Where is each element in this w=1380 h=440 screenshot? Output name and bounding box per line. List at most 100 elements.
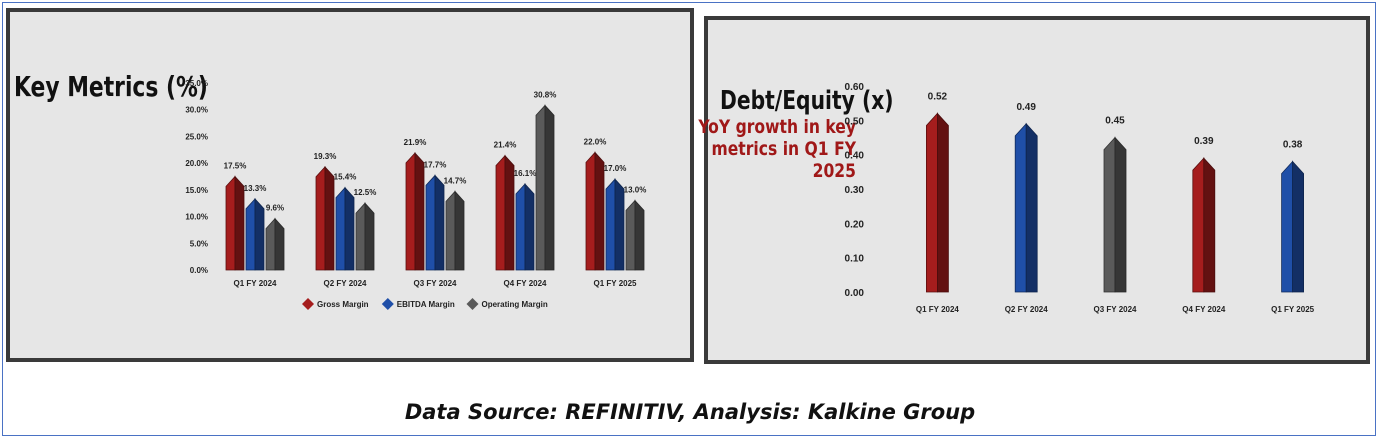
bar-gross-margin-q1-fy-2025: [585, 151, 605, 271]
bar-gross-margin-q1-fy-2024-side-face: [234, 175, 245, 271]
bar-debt-equity-q1-fy-2024-front-face: [926, 112, 938, 293]
bar-gross-margin-q4-fy-2024-side-face: [504, 154, 515, 271]
bar-debt-equity-q1-fy-2024: [926, 112, 949, 293]
bar-debt-equity-q3-fy-2024-side-face: [1114, 136, 1127, 293]
data-label: 0.38: [1283, 140, 1303, 151]
bar-gross-margin-q1-fy-2024: [225, 175, 245, 271]
bar-debt-equity-q1-fy-2025-side-face: [1292, 160, 1305, 293]
data-label: 17.0%: [604, 164, 627, 173]
bar-operating-margin-q2-fy-2024-side-face: [364, 202, 375, 271]
bar-operating-margin-q1-fy-2025: [625, 199, 645, 271]
bar-operating-margin-q3-fy-2024-side-face: [454, 190, 465, 271]
category-label: Q1 FY 2025: [594, 279, 638, 288]
debt-equity-title: Debt/Equity (x): [720, 86, 894, 116]
y-tick-label: 0.00: [845, 288, 865, 299]
bar-debt-equity-q4-fy-2024-side-face: [1203, 157, 1216, 293]
bar-debt-equity-q1-fy-2025-front-face: [1281, 160, 1294, 293]
data-label: 0.49: [1016, 102, 1036, 113]
category-label: Q3 FY 2024: [1094, 305, 1138, 314]
bar-ebitda-margin-q4-fy-2024: [515, 182, 535, 271]
category-label: Q4 FY 2024: [1182, 305, 1226, 314]
category-label: Q3 FY 2024: [414, 279, 458, 288]
bar-gross-margin-q3-fy-2024-side-face: [414, 151, 425, 271]
y-tick-label: 5.0%: [190, 239, 208, 248]
data-label: 16.1%: [514, 169, 537, 178]
data-label: 0.39: [1194, 136, 1214, 147]
bar-debt-equity-q2-fy-2024-front-face: [1014, 122, 1027, 293]
y-tick-label: 0.0%: [190, 266, 208, 275]
debt-equity-chart: 0.00 0.10 0.20 0.30 0.40 0.50 0.60 0.52 Q1 FY 20…: [845, 82, 1315, 314]
data-label: 21.9%: [404, 138, 427, 147]
legend-item-operating-margin: Operating Margin: [466, 298, 548, 310]
bar-debt-equity-q3-fy-2024-front-face: [1103, 136, 1116, 293]
bar-operating-margin-q2-fy-2024-front-face: [355, 202, 366, 271]
bar-debt-equity-q2-fy-2024: [1014, 122, 1038, 293]
bar-ebitda-margin-q1-fy-2024: [245, 197, 265, 271]
y-tick-label: 0.40: [845, 151, 865, 162]
bar-ebitda-margin-q3-fy-2024: [425, 174, 445, 271]
bar-ebitda-margin-q1-fy-2025-front-face: [605, 178, 616, 271]
data-label: 15.4%: [334, 173, 357, 182]
key-metrics-title: Key Metrics (%): [14, 70, 208, 103]
y-tick-label: 0.50: [845, 116, 865, 127]
data-label: 9.6%: [266, 204, 284, 213]
y-tick-label: 0.30: [845, 185, 865, 196]
bar-ebitda-margin-q1-fy-2024-front-face: [245, 197, 256, 271]
legend-marker-ebitda-margin: [381, 298, 394, 310]
bar-ebitda-margin-q4-fy-2024-front-face: [515, 182, 526, 271]
y-tick-label: 15.0%: [185, 186, 208, 195]
legend-marker-operating-margin: [466, 298, 479, 310]
bar-debt-equity-q4-fy-2024-front-face: [1192, 157, 1205, 293]
category-label: Q4 FY 2024: [504, 279, 548, 288]
bar-operating-margin-q1-fy-2024-front-face: [265, 217, 276, 271]
y-tick-label: 25.0%: [185, 132, 208, 141]
bar-ebitda-margin-q4-fy-2024-side-face: [524, 182, 535, 271]
data-label: 14.7%: [444, 176, 467, 185]
bar-ebitda-margin-q3-fy-2024-front-face: [425, 174, 436, 271]
bar-gross-margin-q1-fy-2025-side-face: [594, 151, 605, 271]
bar-operating-margin-q1-fy-2025-front-face: [625, 199, 636, 271]
legend-item-ebitda-margin: EBITDA Margin: [381, 298, 455, 310]
data-label: 30.8%: [534, 90, 557, 99]
bar-gross-margin-q4-fy-2024: [495, 154, 515, 271]
bar-operating-margin-q2-fy-2024: [355, 202, 375, 271]
bar-debt-equity-q1-fy-2024-side-face: [937, 112, 949, 293]
key-metrics-chart: 0.0% 5.0% 10.0% 15.0% 20.0% 25.0% 30.0% 35.0% 17…: [185, 79, 647, 310]
bar-ebitda-margin-q1-fy-2024-side-face: [254, 197, 265, 271]
data-label: 17.7%: [424, 160, 447, 169]
bar-ebitda-margin-q1-fy-2025-side-face: [614, 178, 625, 271]
bar-gross-margin-q2-fy-2024: [315, 165, 335, 271]
bar-gross-margin-q2-fy-2024-side-face: [324, 165, 335, 271]
data-label: 21.4%: [494, 141, 517, 150]
data-label: 17.5%: [224, 162, 247, 171]
bar-operating-margin-q1-fy-2024-side-face: [274, 217, 285, 271]
bar-ebitda-margin-q2-fy-2024: [335, 186, 355, 271]
bar-gross-margin-q3-fy-2024: [405, 151, 425, 271]
data-label: 22.0%: [584, 137, 607, 146]
category-label: Q2 FY 2024: [1005, 305, 1049, 314]
legend-label: Gross Margin: [317, 300, 369, 309]
bar-operating-margin-q4-fy-2024: [535, 104, 555, 271]
legend-label: EBITDA Margin: [397, 300, 455, 309]
legend-marker-gross-margin: [302, 298, 314, 310]
category-label: Q2 FY 2024: [324, 279, 368, 288]
bar-operating-margin-q4-fy-2024-front-face: [535, 104, 546, 271]
bar-debt-equity-q4-fy-2024: [1192, 157, 1216, 293]
y-tick-label: 0.10: [845, 254, 865, 265]
bar-gross-margin-q1-fy-2025-front-face: [585, 151, 596, 271]
bar-gross-margin-q3-fy-2024-front-face: [405, 151, 416, 271]
bar-debt-equity-q1-fy-2025: [1281, 160, 1305, 293]
bar-ebitda-margin-q3-fy-2024-side-face: [434, 174, 445, 271]
bar-ebitda-margin-q1-fy-2025: [605, 178, 625, 271]
data-label: 0.52: [928, 91, 948, 102]
key-metrics-subtitle: YoY growth in key metrics in Q1 FY 2025: [698, 116, 856, 182]
data-label: 13.0%: [624, 186, 647, 195]
category-label: Q1 FY 2024: [916, 305, 960, 314]
bar-operating-margin-q4-fy-2024-side-face: [544, 104, 555, 271]
data-label: 13.3%: [244, 184, 267, 193]
data-label: 19.3%: [314, 152, 337, 161]
category-label: Q1 FY 2024: [234, 279, 278, 288]
y-tick-label: 20.0%: [185, 159, 208, 168]
y-tick-label: 0.60: [845, 82, 865, 93]
bar-ebitda-margin-q2-fy-2024-side-face: [344, 186, 355, 271]
